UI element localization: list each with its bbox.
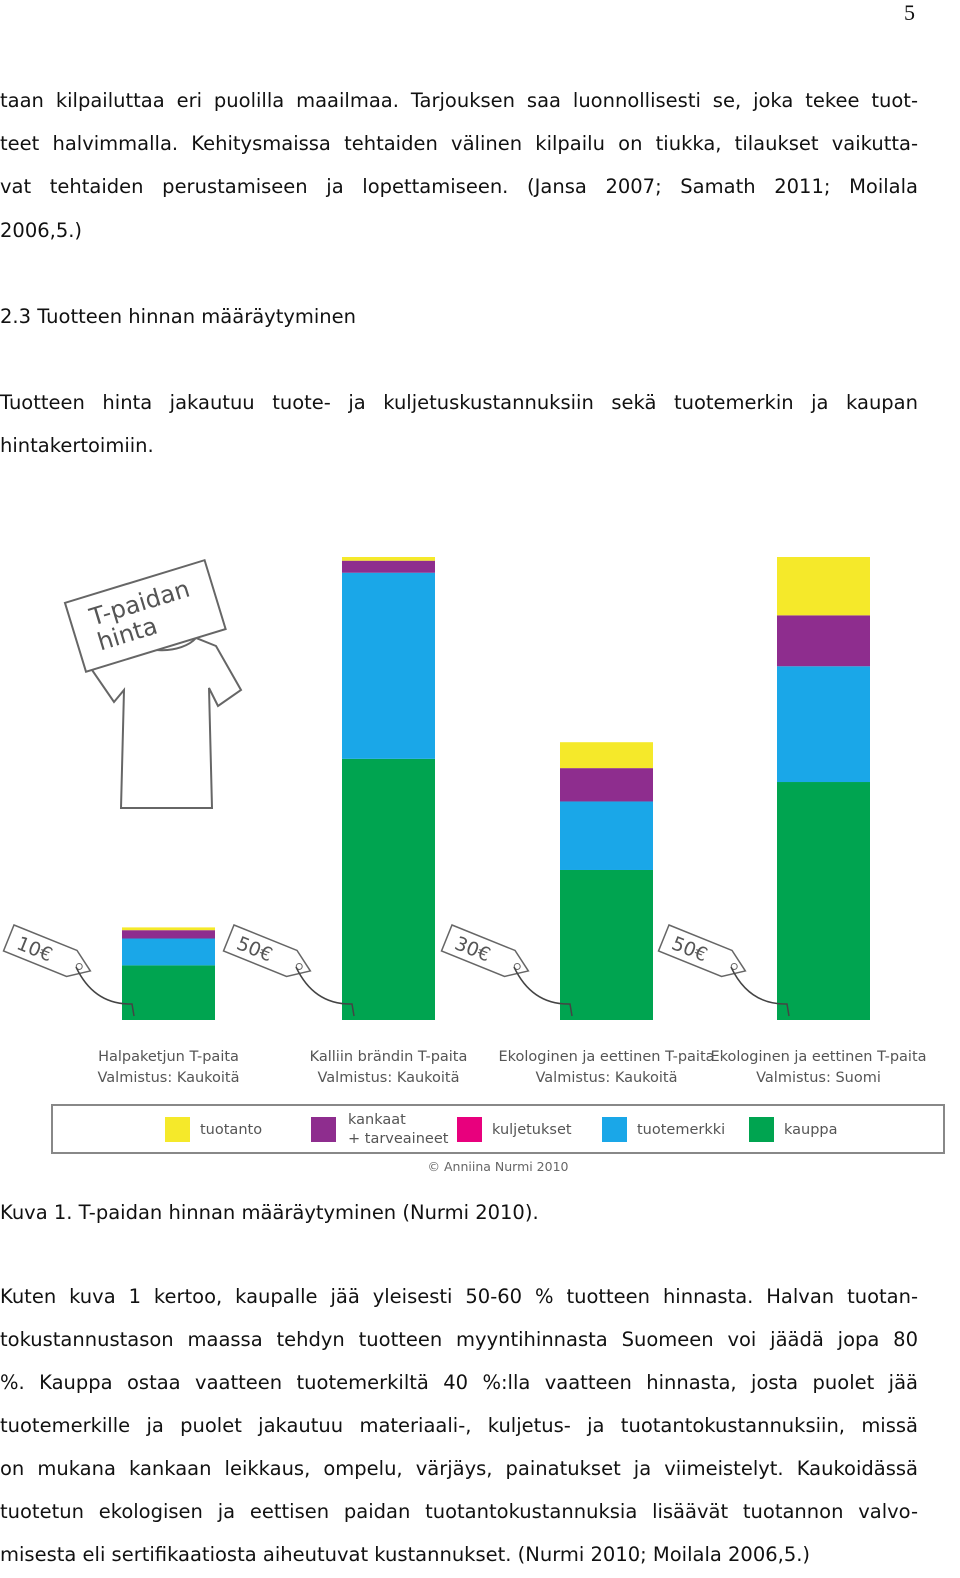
tag-hole — [730, 962, 738, 970]
page-number: 5 — [904, 0, 915, 25]
copyright: © Anniina Nurmi 2010 — [428, 1159, 569, 1174]
legend-label: kankaat — [348, 1112, 406, 1128]
bar-segment — [777, 782, 870, 1020]
text-line: Kuten kuva 1 kertoo, kaupalle jää yleise… — [0, 1285, 918, 1308]
text-line: hintakertoimiin. — [0, 434, 154, 457]
price-tag: 50€ — [657, 924, 747, 978]
tag-shape — [657, 924, 747, 978]
price-tag: 10€ — [2, 924, 92, 978]
tag-string — [75, 966, 135, 1017]
bar-segment — [777, 615, 870, 667]
origin-label: Valmistus: Kaukoitä — [317, 1070, 459, 1086]
bar-segment — [122, 965, 215, 1020]
bar-segment — [122, 938, 215, 966]
text-line: on mukana kankaan leikkaus, ompelu, värj… — [0, 1457, 918, 1480]
bar-segment — [560, 801, 653, 870]
origin-label: Valmistus: Suomi — [756, 1070, 881, 1086]
bar-segment — [342, 560, 435, 573]
tag-string — [295, 966, 355, 1017]
legend-box — [51, 1104, 945, 1154]
bar-segment — [342, 572, 435, 759]
legend-swatch — [165, 1117, 190, 1142]
bar-segment — [560, 869, 653, 1020]
legend-swatch — [457, 1117, 482, 1142]
tag-hole — [295, 962, 303, 970]
legend-label: tuotanto — [200, 1122, 262, 1138]
tag-shape — [2, 924, 92, 978]
category-label: Halpaketjun T-paita — [98, 1049, 239, 1065]
bar-segment — [560, 768, 653, 802]
bar-segment — [122, 930, 215, 939]
price-tag: 50€ — [222, 924, 312, 978]
bar-segment — [777, 666, 870, 783]
text-line: tuotetun ekologisen ja eettisen paidan t… — [0, 1500, 918, 1523]
caption: Kuva 1. T-paidan hinnan määräytyminen (N… — [0, 1201, 539, 1224]
bar-segment — [560, 742, 653, 769]
text-line: Tuotteen hinta jakautuu tuote- ja kuljet… — [0, 391, 918, 414]
tag-shape — [440, 924, 530, 978]
bar-segment — [342, 758, 435, 1020]
bar-segment — [777, 557, 870, 616]
bar-segment — [342, 557, 435, 561]
category-label: Kalliin brändin T-paita — [310, 1049, 468, 1065]
tag-string — [513, 966, 573, 1017]
category-label: Ekologinen ja eettinen T-paita — [498, 1049, 714, 1065]
tag-hole — [513, 962, 521, 970]
legend-swatch — [311, 1117, 336, 1142]
heading: 2.3 Tuotteen hinnan määräytyminen — [0, 305, 357, 328]
text-line: tuotemerkille ja puolet jakautuu materia… — [0, 1414, 918, 1437]
text-line: taan kilpailuttaa eri puolilla maailmaa.… — [0, 89, 918, 112]
legend-label: kauppa — [784, 1122, 838, 1138]
text-line: vat tehtaiden perustamiseen ja lopettami… — [0, 175, 918, 198]
legend-label: + tarveaineet — [348, 1131, 449, 1147]
text-line: misesta eli sertifikaatiosta aiheutuvat … — [0, 1543, 811, 1566]
origin-label: Valmistus: Kaukoitä — [97, 1070, 239, 1086]
sign-board — [63, 558, 227, 673]
text-line: 2006,5.) — [0, 219, 83, 242]
legend-swatch — [602, 1117, 627, 1142]
tag-string — [730, 966, 790, 1017]
origin-label: Valmistus: Kaukoitä — [535, 1070, 677, 1086]
legend-swatch — [749, 1117, 774, 1142]
category-label: Ekologinen ja eettinen T-paita — [710, 1049, 926, 1065]
text-line: teet halvimmalla. Kehitysmaissa tehtaide… — [0, 132, 918, 155]
text-line: tokustannustason maassa tehdyn tuotteen … — [0, 1328, 918, 1351]
bar-segment — [122, 927, 215, 931]
tag-shape — [222, 924, 312, 978]
legend-label: tuotemerkki — [637, 1122, 725, 1138]
text-line: %. Kauppa ostaa vaatteen tuotemerkiltä 4… — [0, 1371, 918, 1394]
legend-label: kuljetukset — [492, 1122, 572, 1138]
tag-hole — [75, 962, 83, 970]
price-tag: 30€ — [440, 924, 530, 978]
